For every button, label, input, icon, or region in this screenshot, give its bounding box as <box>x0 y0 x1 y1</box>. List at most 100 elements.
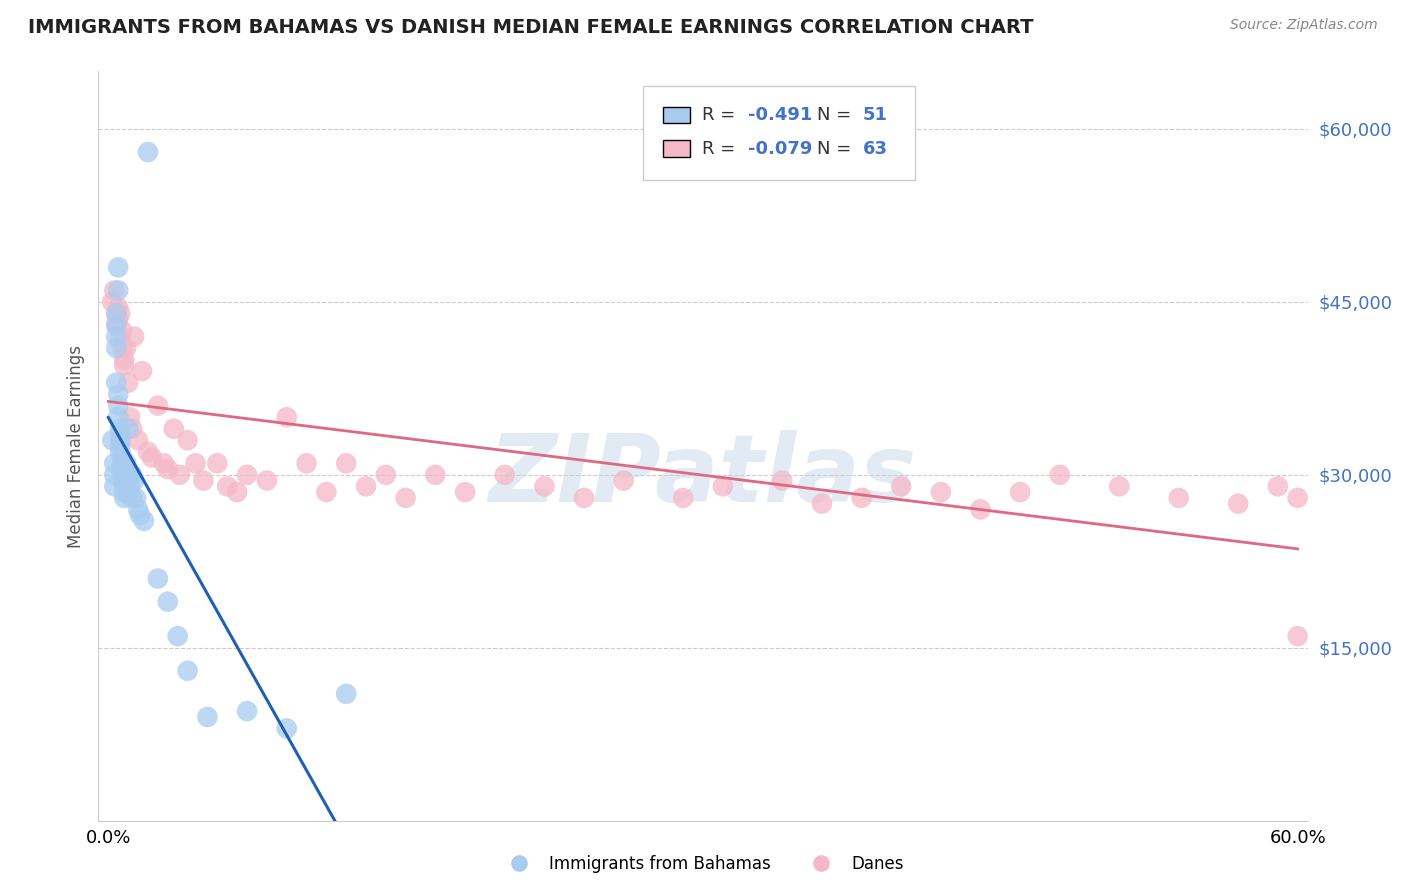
Point <box>572 491 595 505</box>
Point <box>112 474 135 488</box>
Point <box>236 467 259 482</box>
Point <box>929 485 952 500</box>
Point <box>103 479 125 493</box>
Point <box>103 456 125 470</box>
Point <box>354 479 377 493</box>
Text: R =: R = <box>702 106 741 124</box>
Point <box>111 324 134 338</box>
Point <box>110 427 132 442</box>
Point <box>1227 497 1250 511</box>
Point <box>207 456 229 470</box>
Point <box>256 474 278 488</box>
Point <box>110 422 132 436</box>
Point <box>1108 479 1130 493</box>
Point <box>236 704 259 718</box>
Point <box>374 467 396 482</box>
Point <box>105 341 128 355</box>
Point <box>121 467 143 482</box>
Point <box>454 485 477 500</box>
Point <box>770 474 793 488</box>
Point <box>107 260 129 275</box>
Point <box>169 467 191 482</box>
Text: ZIPatlas: ZIPatlas <box>489 430 917 522</box>
Point <box>276 410 298 425</box>
Point <box>112 359 135 373</box>
Y-axis label: Median Female Earnings: Median Female Earnings <box>66 344 84 548</box>
Point <box>1010 485 1032 500</box>
Point <box>217 479 239 493</box>
Point <box>112 352 135 367</box>
Point <box>110 439 132 453</box>
FancyBboxPatch shape <box>664 106 690 123</box>
Point <box>107 387 129 401</box>
Text: IMMIGRANTS FROM BAHAMAS VS DANISH MEDIAN FEMALE EARNINGS CORRELATION CHART: IMMIGRANTS FROM BAHAMAS VS DANISH MEDIAN… <box>28 18 1033 37</box>
Point <box>153 456 176 470</box>
Point <box>890 479 912 493</box>
Point <box>111 456 134 470</box>
Text: 63: 63 <box>863 139 887 158</box>
Point <box>533 479 555 493</box>
Point <box>146 399 169 413</box>
Point <box>1267 479 1289 493</box>
Point <box>120 479 142 493</box>
Text: R =: R = <box>702 139 741 158</box>
Point <box>132 514 155 528</box>
Point <box>121 422 143 436</box>
Point <box>112 485 135 500</box>
Point <box>226 485 249 500</box>
Point <box>105 329 128 343</box>
Point <box>395 491 418 505</box>
Point <box>315 485 337 500</box>
Point <box>122 474 145 488</box>
Point <box>120 467 142 482</box>
Text: N =: N = <box>817 139 856 158</box>
Text: 51: 51 <box>863 106 887 124</box>
Legend: Immigrants from Bahamas, Danes: Immigrants from Bahamas, Danes <box>496 848 910 880</box>
Point <box>105 376 128 390</box>
Text: -0.491: -0.491 <box>748 106 813 124</box>
Point <box>1167 491 1189 505</box>
Point <box>193 474 215 488</box>
Point <box>107 410 129 425</box>
Point <box>111 341 134 355</box>
Point <box>111 450 134 465</box>
Point <box>125 491 148 505</box>
Point <box>121 491 143 505</box>
Point <box>672 491 695 505</box>
Point <box>1049 467 1071 482</box>
Point <box>127 502 149 516</box>
Point <box>103 467 125 482</box>
Point <box>117 485 139 500</box>
Point <box>141 450 163 465</box>
Point <box>494 467 516 482</box>
Point <box>295 456 318 470</box>
Text: N =: N = <box>817 106 856 124</box>
Point <box>127 434 149 448</box>
Point <box>851 491 873 505</box>
Point <box>117 467 139 482</box>
Point <box>105 306 128 320</box>
Point <box>111 467 134 482</box>
Point <box>115 467 138 482</box>
Point <box>101 434 124 448</box>
Point <box>197 710 219 724</box>
Point <box>335 687 357 701</box>
Point <box>136 145 159 159</box>
Text: Source: ZipAtlas.com: Source: ZipAtlas.com <box>1230 18 1378 32</box>
Point <box>101 294 124 309</box>
Point <box>110 434 132 448</box>
Point <box>156 462 179 476</box>
Point <box>110 306 132 320</box>
Point <box>105 306 128 320</box>
Point <box>115 479 138 493</box>
Point <box>122 329 145 343</box>
Point <box>117 376 139 390</box>
Text: -0.079: -0.079 <box>748 139 813 158</box>
Point <box>811 497 834 511</box>
Point <box>107 301 129 315</box>
Point <box>107 312 129 326</box>
Point <box>146 572 169 586</box>
Point <box>156 594 179 608</box>
Point <box>129 508 152 523</box>
Point <box>117 422 139 436</box>
